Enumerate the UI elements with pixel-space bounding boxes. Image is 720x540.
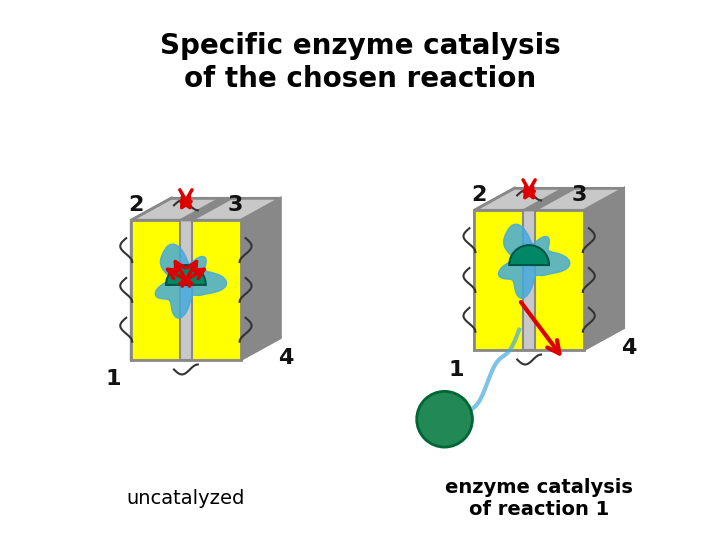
Polygon shape (240, 198, 280, 360)
Polygon shape (514, 188, 624, 328)
Polygon shape (180, 198, 232, 220)
Bar (180, 220, 192, 360)
Polygon shape (131, 198, 280, 220)
Text: of the chosen reaction: of the chosen reaction (184, 65, 536, 93)
Text: 4: 4 (621, 338, 636, 357)
Polygon shape (474, 210, 584, 349)
Text: Specific enzyme catalysis: Specific enzyme catalysis (160, 32, 560, 60)
Polygon shape (131, 198, 171, 360)
Text: 3: 3 (571, 185, 587, 205)
Circle shape (417, 392, 472, 447)
Text: 4: 4 (278, 348, 293, 368)
Polygon shape (131, 338, 280, 360)
Wedge shape (166, 265, 206, 285)
Polygon shape (523, 188, 575, 210)
Wedge shape (509, 245, 549, 265)
Polygon shape (474, 328, 624, 349)
Polygon shape (474, 188, 624, 210)
Polygon shape (156, 244, 227, 318)
Text: 3: 3 (228, 195, 243, 215)
Text: enzyme catalysis
of reaction 1: enzyme catalysis of reaction 1 (445, 478, 633, 519)
Bar (523, 210, 535, 349)
Polygon shape (474, 188, 514, 349)
Text: 1: 1 (106, 369, 121, 389)
Polygon shape (131, 220, 240, 360)
Polygon shape (171, 198, 280, 338)
Text: 1: 1 (449, 360, 464, 380)
Text: 2: 2 (472, 185, 487, 205)
Polygon shape (498, 224, 570, 298)
Text: uncatalyzed: uncatalyzed (127, 489, 245, 508)
Text: 2: 2 (128, 195, 144, 215)
Polygon shape (584, 188, 624, 349)
